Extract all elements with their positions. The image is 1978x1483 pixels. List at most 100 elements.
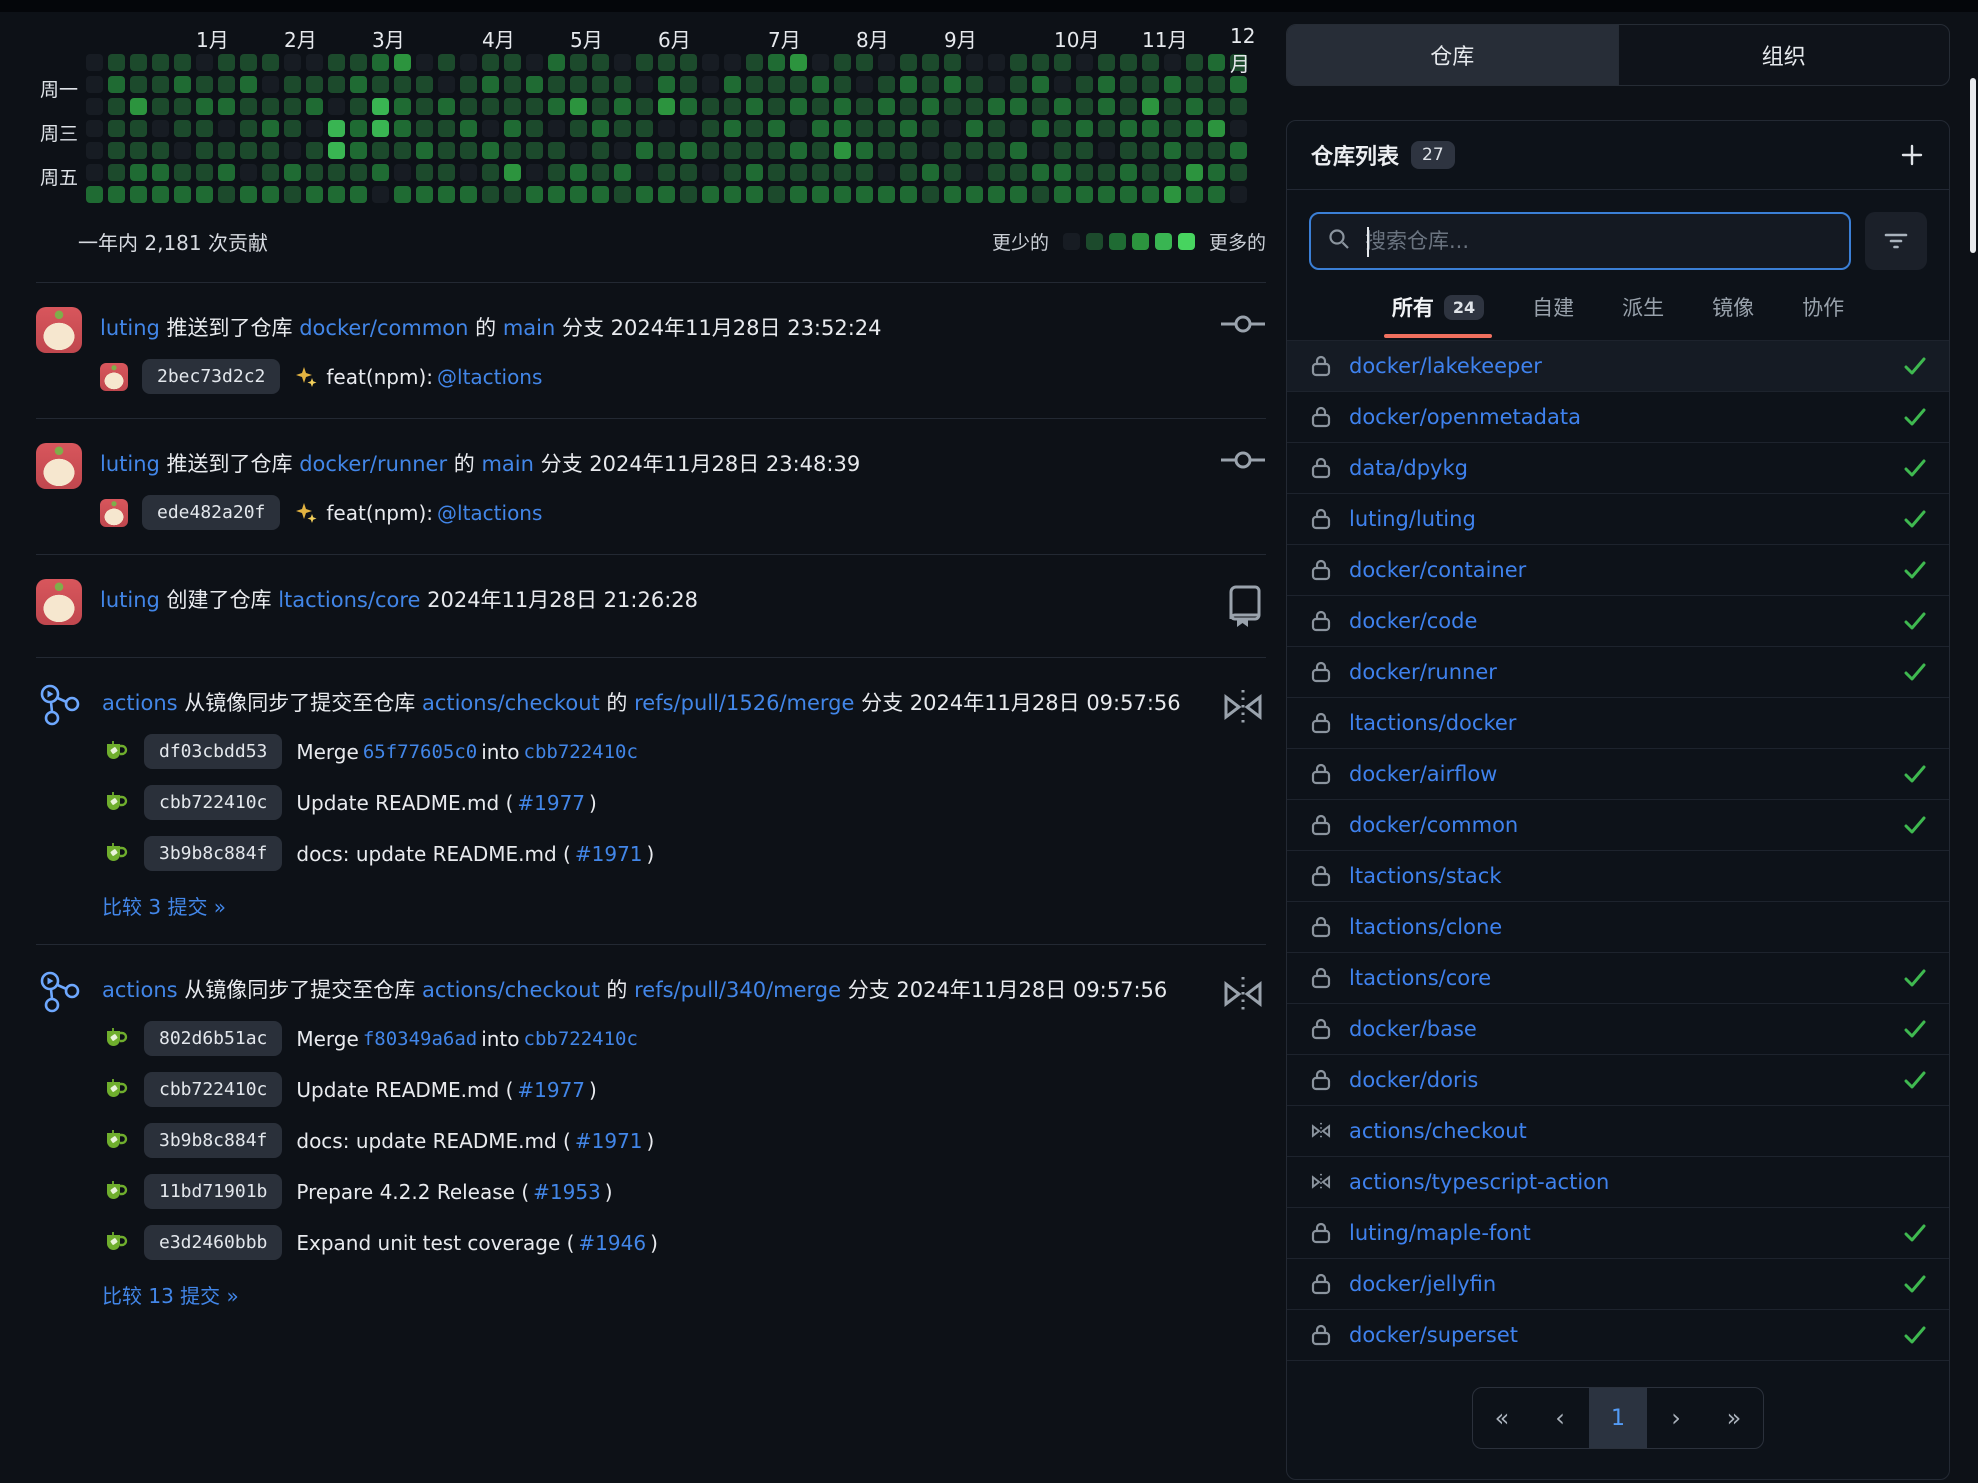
feed-title-link[interactable]: luting — [100, 588, 160, 612]
compare-commits-link[interactable]: 比较 13 提交 » — [102, 1284, 239, 1308]
repo-link[interactable]: docker/doris — [1349, 1068, 1479, 1092]
current-page[interactable]: 1 — [1589, 1388, 1647, 1448]
commit-message-link[interactable]: #1946 — [578, 1230, 647, 1255]
commit-hash-badge[interactable]: ede482a20f — [142, 495, 281, 530]
repo-link[interactable]: ltactions/stack — [1349, 864, 1502, 888]
scrollbar-thumb[interactable] — [1970, 78, 1976, 253]
first-page-button[interactable]: « — [1494, 1404, 1510, 1432]
commit-bot-avatar[interactable] — [102, 789, 130, 817]
repo-search-input[interactable] — [1365, 229, 1833, 253]
feed-title-link[interactable]: refs/pull/340/merge — [634, 978, 842, 1002]
repo-link[interactable]: ltactions/docker — [1349, 711, 1517, 735]
commit-message-link[interactable]: cbb722410c — [523, 1027, 638, 1050]
repo-link[interactable]: ltactions/core — [1349, 966, 1492, 990]
commit-message-link[interactable]: #1971 — [574, 841, 643, 866]
repo-link[interactable]: ltactions/clone — [1349, 915, 1503, 939]
heatmap-cell — [746, 98, 763, 115]
last-page-button[interactable]: » — [1726, 1404, 1742, 1432]
filter-tab-协作[interactable]: 协作 — [1802, 292, 1844, 322]
feed-item: actions 从镜像同步了提交至仓库 actions/checkout 的 r… — [36, 944, 1266, 1333]
repo-link[interactable]: docker/runner — [1349, 660, 1497, 684]
user-avatar[interactable] — [36, 579, 82, 625]
commit-bot-avatar[interactable] — [102, 1076, 130, 1104]
commit-bot-avatar[interactable] — [102, 1127, 130, 1155]
feed-title-link[interactable]: main — [502, 316, 556, 340]
feed-title-text: 的 — [599, 691, 635, 715]
feed-title-link[interactable]: actions — [102, 978, 178, 1002]
commit-message-link[interactable]: #1977 — [517, 790, 586, 815]
feed-title-link[interactable]: ltactions/core — [278, 588, 421, 612]
commit-bot-avatar[interactable] — [102, 1229, 130, 1257]
commit-user-avatar[interactable] — [100, 362, 128, 391]
commit-hash-badge[interactable]: cbb722410c — [144, 1072, 283, 1107]
commit-message-link[interactable]: #1953 — [533, 1179, 601, 1204]
filter-tab-派生[interactable]: 派生 — [1622, 292, 1664, 322]
commit-hash-badge[interactable]: 802d6b51ac — [144, 1021, 283, 1056]
repo-link[interactable]: data/dpykg — [1349, 456, 1468, 480]
user-avatar[interactable] — [36, 443, 82, 489]
repo-link[interactable]: docker/code — [1349, 609, 1478, 633]
heatmap-cell — [1120, 142, 1137, 159]
feed-title-link[interactable]: docker/runner — [299, 452, 448, 476]
repo-link[interactable]: docker/common — [1349, 813, 1519, 837]
commit-hash-badge[interactable]: df03cbdd53 — [144, 734, 283, 769]
compare-commits-link[interactable]: 比较 3 提交 » — [102, 895, 227, 919]
commit-bot-avatar[interactable] — [102, 1025, 130, 1053]
heatmap-cell — [460, 142, 477, 159]
add-repo-button[interactable] — [1899, 142, 1925, 168]
heatmap-cell — [328, 142, 345, 159]
commit-message-link[interactable]: 65f77605c0 — [362, 740, 478, 763]
commit-hash-badge[interactable]: 3b9b8c884f — [144, 836, 283, 871]
commit-user-avatar[interactable] — [100, 498, 128, 527]
filter-tab-镜像[interactable]: 镜像 — [1712, 292, 1754, 322]
commit-bot-avatar[interactable] — [102, 738, 130, 766]
commit-hash-badge[interactable]: e3d2460bbb — [144, 1225, 283, 1260]
heatmap-cell — [1120, 164, 1137, 181]
repo-link[interactable]: docker/lakekeeper — [1349, 354, 1542, 378]
actions-avatar[interactable] — [36, 969, 84, 1017]
feed-title-link[interactable]: actions/checkout — [421, 691, 600, 715]
commit-bot-avatar[interactable] — [102, 1178, 130, 1206]
commit-message-link[interactable]: f80349a6ad — [362, 1027, 478, 1050]
commit-message-link[interactable]: @ltactions — [437, 500, 543, 525]
commit-hash-badge[interactable]: 3b9b8c884f — [144, 1123, 283, 1158]
commit-message-link[interactable]: @ltactions — [437, 364, 543, 389]
feed-title-link[interactable]: actions — [102, 691, 178, 715]
filter-tab-自建[interactable]: 自建 — [1532, 292, 1574, 322]
commit-message-link[interactable]: cbb722410c — [523, 740, 638, 763]
commit-hash-badge[interactable]: 2bec73d2c2 — [142, 359, 281, 394]
repo-link[interactable]: docker/airflow — [1349, 762, 1498, 786]
feed-title-link[interactable]: refs/pull/1526/merge — [634, 691, 855, 715]
next-page-button[interactable]: › — [1671, 1404, 1681, 1432]
feed-title-link[interactable]: actions/checkout — [421, 978, 600, 1002]
commit-hash-badge[interactable]: 11bd71901b — [144, 1174, 283, 1209]
tab-组织[interactable]: 组织 — [1617, 25, 1950, 85]
repo-link[interactable]: docker/base — [1349, 1017, 1477, 1041]
repo-link[interactable]: docker/openmetadata — [1349, 405, 1581, 429]
commit-message-link[interactable]: #1971 — [574, 1128, 643, 1153]
repo-link[interactable]: luting/luting — [1349, 507, 1476, 531]
commit-bot-avatar[interactable] — [102, 840, 130, 868]
feed-title-link[interactable]: docker/common — [299, 316, 469, 340]
prev-page-button[interactable]: ‹ — [1555, 1404, 1565, 1432]
repo-link[interactable]: actions/typescript-action — [1349, 1170, 1610, 1194]
feed-title-link[interactable]: luting — [100, 452, 160, 476]
repo-link[interactable]: docker/container — [1349, 558, 1527, 582]
repo-link[interactable]: luting/maple-font — [1349, 1221, 1531, 1245]
repo-link[interactable]: actions/checkout — [1349, 1119, 1527, 1143]
tab-仓库[interactable]: 仓库 — [1287, 25, 1618, 85]
repo-filter-button[interactable] — [1865, 212, 1927, 270]
feed-title-link[interactable]: main — [481, 452, 534, 476]
actions-avatar[interactable] — [36, 682, 84, 730]
commit-message-link[interactable]: #1977 — [517, 1077, 586, 1102]
heatmap-cell — [1164, 120, 1181, 137]
user-avatar[interactable] — [36, 307, 82, 353]
heatmap-cell — [152, 120, 169, 137]
pagination: « ‹ 1 › » — [1472, 1387, 1764, 1449]
filter-tab-所有[interactable]: 所有 24 — [1383, 292, 1493, 338]
feed-title-link[interactable]: luting — [100, 316, 160, 340]
commit-hash-badge[interactable]: cbb722410c — [144, 785, 283, 820]
feed-title-text: 创建了仓库 — [159, 588, 279, 612]
repo-link[interactable]: docker/superset — [1349, 1323, 1518, 1347]
repo-link[interactable]: docker/jellyfin — [1349, 1272, 1497, 1296]
